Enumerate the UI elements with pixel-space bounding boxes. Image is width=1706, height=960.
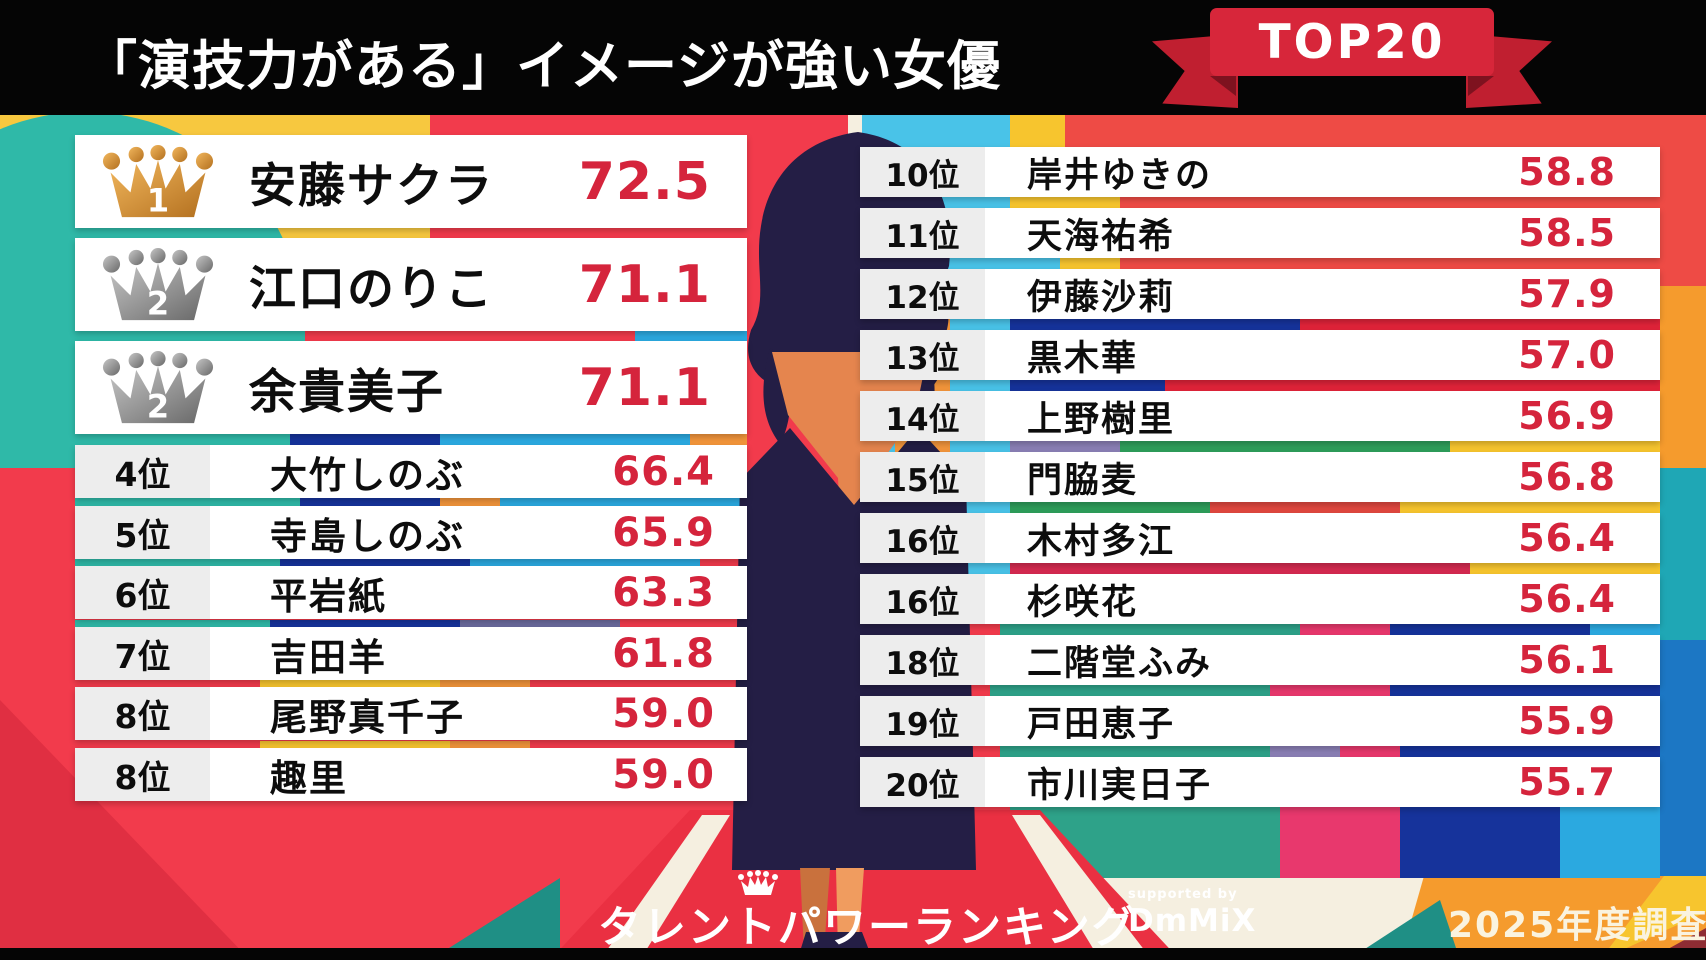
bottom-black-strip [0,948,1706,960]
logo-crown-icon [738,870,778,895]
top20-ribbon: TOP20 [1152,6,1552,110]
ribbon-badge-label: TOP20 [1258,14,1446,70]
ranking-row-3: 2 余貴美子 71.1 [75,341,747,434]
talent-name: 戸田恵子 [1027,704,1176,745]
talent-name: 尾野真千子 [270,695,465,739]
rank-label: 16位 [860,513,985,563]
rank-label: 20位 [860,757,985,807]
talent-score: 58.5 [1518,211,1616,255]
rank-label: 18位 [860,635,985,685]
ranking-row-10: 10位 岸井ゆきの 58.8 [860,147,1660,197]
ranking-row-11: 11位 天海祐希 58.5 [860,208,1660,258]
talent-name: 上野樹里 [1027,399,1176,440]
rank-label: 7位 [75,627,210,680]
talent-name: 木村多江 [1027,521,1176,562]
talent-score: 57.9 [1518,272,1616,316]
ranking-row-20: 20位 市川実日子 55.7 [860,757,1660,807]
rank-label: 14位 [860,391,985,441]
talent-name: 黒木華 [1027,338,1139,379]
crown-rank-number: 2 [147,284,169,322]
talent-score: 57.0 [1518,333,1616,377]
ranking-row-18: 18位 二階堂ふみ 56.1 [860,635,1660,685]
talent-score: 56.4 [1518,577,1616,621]
talent-name: 杉咲花 [1027,582,1139,623]
silver-crown-icon: 2 [102,350,214,425]
ranking-row-6: 6位 平岩紙 63.3 [75,566,747,619]
service-logo: タレントパワーランキング [598,903,1137,953]
ranking-row-2: 2 江口のりこ 71.1 [75,238,747,331]
rank-label: 5位 [75,506,210,559]
ranking-row-12: 12位 伊藤沙莉 57.9 [860,269,1660,319]
talent-name: 伊藤沙莉 [1027,277,1176,318]
ribbon-banner: TOP20 [1210,8,1494,76]
ranking-row-7: 7位 吉田羊 61.8 [75,627,747,680]
talent-score: 66.4 [612,448,715,495]
rank-label: 13位 [860,330,985,380]
survey-year-note: 2025年度調査 [1448,905,1706,946]
talent-name: 安藤サクラ [249,159,494,214]
talent-name: 門脇麦 [1027,460,1139,501]
talent-name: 余貴美子 [249,365,445,420]
talent-score: 56.8 [1518,455,1616,499]
talent-name: 大竹しのぶ [270,453,465,497]
talent-score: 63.3 [612,569,715,616]
talent-score: 58.8 [1518,150,1616,194]
ranking-row-13: 13位 黒木華 57.0 [860,330,1660,380]
rank-label: 12位 [860,269,985,319]
talent-name: 吉田羊 [270,635,387,679]
ranking-row-8: 8位 尾野真千子 59.0 [75,687,747,740]
talent-score: 59.0 [612,690,715,737]
rank-label: 4位 [75,445,210,498]
talent-score: 56.9 [1518,394,1616,438]
talent-score: 55.9 [1518,699,1616,743]
ranking-row-5: 5位 寺島しのぶ 65.9 [75,506,747,559]
talent-score: 71.1 [578,357,711,418]
crown-rank-number: 2 [147,387,169,425]
supported-by-label: supported by [1128,887,1238,902]
rank-label: 8位 [75,687,210,740]
ribbon-fold-left [1210,76,1236,96]
rank-label: 16位 [860,574,985,624]
talent-name: 市川実日子 [1027,765,1213,806]
talent-name: 岸井ゆきの [1027,155,1213,196]
silver-crown-icon: 2 [102,247,214,322]
ranking-row-14: 14位 上野樹里 56.9 [860,391,1660,441]
ranking-row-17: 16位 杉咲花 56.4 [860,574,1660,624]
crown-rank-number: 1 [147,181,169,219]
talent-name: 天海祐希 [1027,216,1176,257]
page-title: 「演技力がある」イメージが強い女優 [84,36,1001,97]
talent-score: 56.1 [1518,638,1616,682]
ranking-row-19: 19位 戸田恵子 55.9 [860,696,1660,746]
talent-score: 55.7 [1518,760,1616,804]
talent-score: 56.4 [1518,516,1616,560]
talent-score: 72.5 [578,151,711,212]
talent-name: 寺島しのぶ [270,514,465,558]
ranking-row-4: 4位 大竹しのぶ 66.4 [75,445,747,498]
talent-name: 江口のりこ [249,262,494,317]
ranking-row-9: 8位 趣里 59.0 [75,748,747,801]
rank-label: 8位 [75,748,210,801]
rank-label: 10位 [860,147,985,197]
rank-label: 11位 [860,208,985,258]
partner-logo: DmMiX [1128,903,1257,939]
talent-name: 趣里 [270,756,348,800]
talent-score: 59.0 [612,751,715,798]
rank-label: 19位 [860,696,985,746]
talent-name: 二階堂ふみ [1027,643,1213,684]
talent-score: 71.1 [578,254,711,315]
talent-score: 61.8 [612,630,715,677]
talent-name: 平岩紙 [270,574,387,618]
ranking-row-16: 16位 木村多江 56.4 [860,513,1660,563]
rank-label: 15位 [860,452,985,502]
ranking-row-15: 15位 門脇麦 56.8 [860,452,1660,502]
ranking-row-1: 1 安藤サクラ 72.5 [75,135,747,228]
rank-label: 6位 [75,566,210,619]
ribbon-fold-right [1468,76,1494,96]
talent-score: 65.9 [612,509,715,556]
gold-crown-icon: 1 [102,144,214,219]
